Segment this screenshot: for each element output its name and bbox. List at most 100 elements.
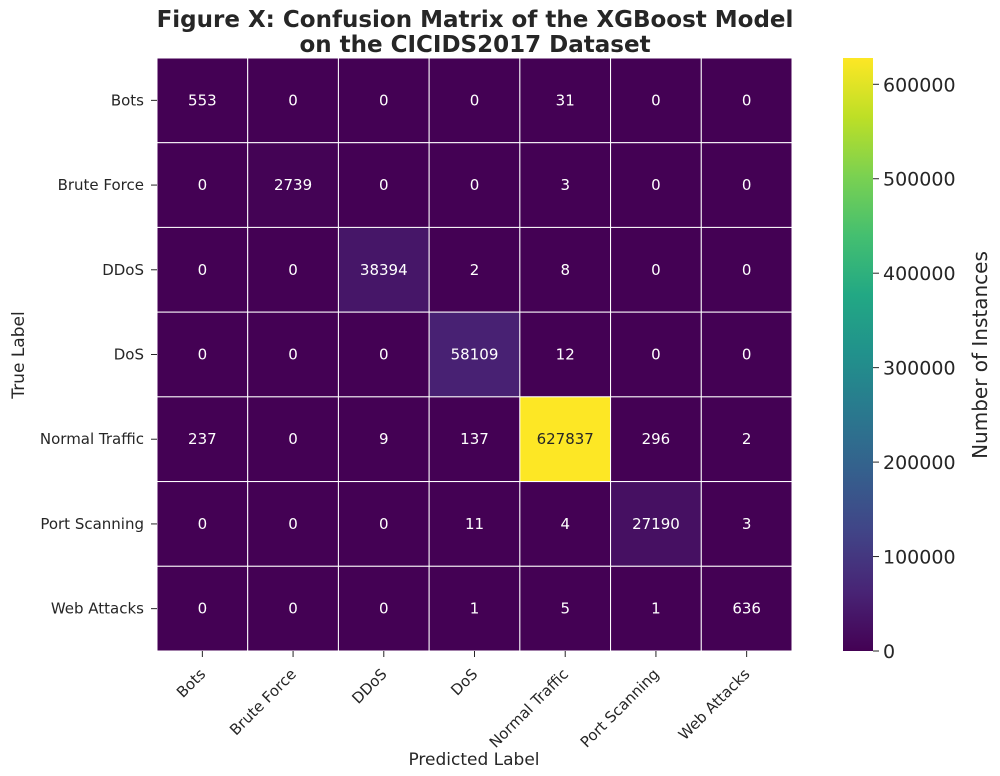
heatmap-cell — [428, 565, 521, 652]
cell-value-label: 0 — [651, 346, 661, 364]
cell-value-label: 4 — [560, 515, 570, 533]
x-tick-label: DDoS — [348, 665, 390, 707]
colorbar-label: Number of Instances — [968, 251, 992, 459]
heatmap-cell — [428, 481, 521, 567]
heatmap-cell — [337, 481, 430, 567]
colorbar-tick-label: 500000 — [883, 169, 956, 191]
heatmap-cell — [156, 396, 249, 483]
colorbar-tick-label: 100000 — [883, 547, 956, 569]
cell-value-label: 31 — [556, 91, 575, 109]
cell-value-label: 0 — [651, 176, 661, 194]
heatmap-cell — [156, 565, 249, 652]
y-tick-label: Web Attacks — [51, 600, 144, 618]
colorbar-tick-label: 400000 — [883, 263, 956, 285]
cell-value-label: 11 — [465, 515, 484, 533]
heatmap-cell — [428, 311, 521, 398]
y-tick-label: Brute Force — [58, 176, 144, 194]
cell-value-label: 5 — [560, 600, 570, 618]
heatmap-cell — [247, 481, 339, 567]
cell-value-label: 0 — [470, 176, 480, 194]
cell-value-label: 0 — [379, 515, 389, 533]
heatmap-cell — [700, 396, 793, 483]
cell-value-label: 0 — [379, 600, 389, 618]
x-tick-label: Normal Traffic — [486, 665, 572, 751]
cell-value-label: 8 — [560, 261, 570, 279]
cell-value-label: 0 — [470, 91, 480, 109]
x-tick-label: DoS — [447, 665, 481, 699]
cell-value-label: 0 — [379, 176, 389, 194]
cell-value-label: 0 — [288, 346, 298, 364]
cell-value-label: 2 — [470, 261, 480, 279]
colorbar — [843, 58, 873, 651]
y-axis-label: True Label — [9, 311, 29, 399]
cell-value-label: 0 — [379, 91, 389, 109]
cell-value-label: 0 — [288, 91, 298, 109]
cell-value-label: 636 — [732, 600, 761, 618]
cell-value-label: 0 — [288, 600, 298, 618]
heatmap-cell — [156, 57, 249, 144]
heatmap-cell — [247, 57, 339, 144]
heatmap-cell — [610, 311, 702, 398]
heatmap-cell — [519, 565, 612, 652]
heatmap-cell — [247, 311, 339, 398]
x-tick-label: Brute Force — [226, 665, 300, 739]
heatmap-cell — [519, 57, 612, 144]
heatmap-cell — [428, 57, 521, 144]
heatmap-cell — [700, 142, 793, 228]
heatmap-cell — [337, 565, 430, 652]
chart-subtitle: on the CICIDS2017 Dataset — [299, 32, 650, 58]
x-axis-label: Predicted Label — [408, 750, 539, 770]
cell-value-label: 0 — [651, 261, 661, 279]
x-axis-tick-labels: Bots Brute Force DDoS DoS Normal Traffic Port… — [173, 651, 754, 751]
x-tick-label: Web Attacks — [675, 665, 754, 744]
cell-value-label: 1 — [651, 600, 661, 618]
heatmap-cell — [337, 226, 430, 313]
cell-value-label: 1 — [470, 600, 480, 618]
cell-value-label: 12 — [556, 346, 575, 364]
cell-value-label: 0 — [198, 346, 208, 364]
heatmap-cell — [156, 226, 249, 313]
cell-value-label: 0 — [198, 515, 208, 533]
cell-value-label: 2739 — [274, 176, 312, 194]
cell-value-label: 0 — [288, 430, 298, 448]
y-tick-label: Bots — [111, 91, 144, 109]
y-axis-tick-labels: Bots Brute Force DDoS DoS Normal Traffic Port… — [40, 91, 157, 618]
y-tick-label: Port Scanning — [40, 515, 144, 533]
cell-value-label: 0 — [198, 176, 208, 194]
cell-value-label: 0 — [288, 261, 298, 279]
colorbar-tick-label: 600000 — [883, 74, 956, 96]
cell-value-label: 137 — [460, 430, 489, 448]
heatmap-cell — [610, 57, 702, 144]
cell-value-label: 627837 — [537, 430, 594, 448]
cell-value-label: 58109 — [451, 346, 499, 364]
y-tick-label: Normal Traffic — [40, 430, 144, 448]
heatmap-cells: 553 0 0 0 31 0 00 2739 0 0 3 0 00 0 38394 2 8 0 00 0 0 58109 1… — [156, 57, 793, 652]
heatmap-cell — [700, 226, 793, 313]
cell-value-label: 296 — [642, 430, 671, 448]
y-tick-label: DoS — [114, 346, 144, 364]
heatmap-cell — [519, 142, 612, 228]
cell-value-label: 9 — [379, 430, 389, 448]
cell-value-label: 237 — [188, 430, 217, 448]
cell-value-label: 2 — [742, 430, 752, 448]
cell-value-label: 0 — [198, 261, 208, 279]
heatmap-cell — [247, 226, 339, 313]
chart-title: Figure X: Confusion Matrix of the XGBoos… — [157, 7, 794, 33]
cell-value-label: 3 — [742, 515, 752, 533]
y-tick-label: DDoS — [102, 261, 144, 279]
heatmap-cell — [337, 396, 430, 483]
cell-value-label: 0 — [742, 261, 752, 279]
colorbar-tick-label: 0 — [883, 641, 895, 663]
cell-value-label: 0 — [742, 176, 752, 194]
heatmap-cell — [610, 142, 702, 228]
heatmap-cell — [337, 57, 430, 144]
colorbar-tick-label: 200000 — [883, 452, 956, 474]
cell-value-label: 0 — [379, 346, 389, 364]
heatmap-cell — [610, 565, 702, 652]
heatmap-cell — [610, 226, 702, 313]
cell-value-label: 0 — [742, 346, 752, 364]
cell-value-label: 38394 — [360, 261, 408, 279]
heatmap-cell — [700, 311, 793, 398]
cell-value-label: 0 — [288, 515, 298, 533]
